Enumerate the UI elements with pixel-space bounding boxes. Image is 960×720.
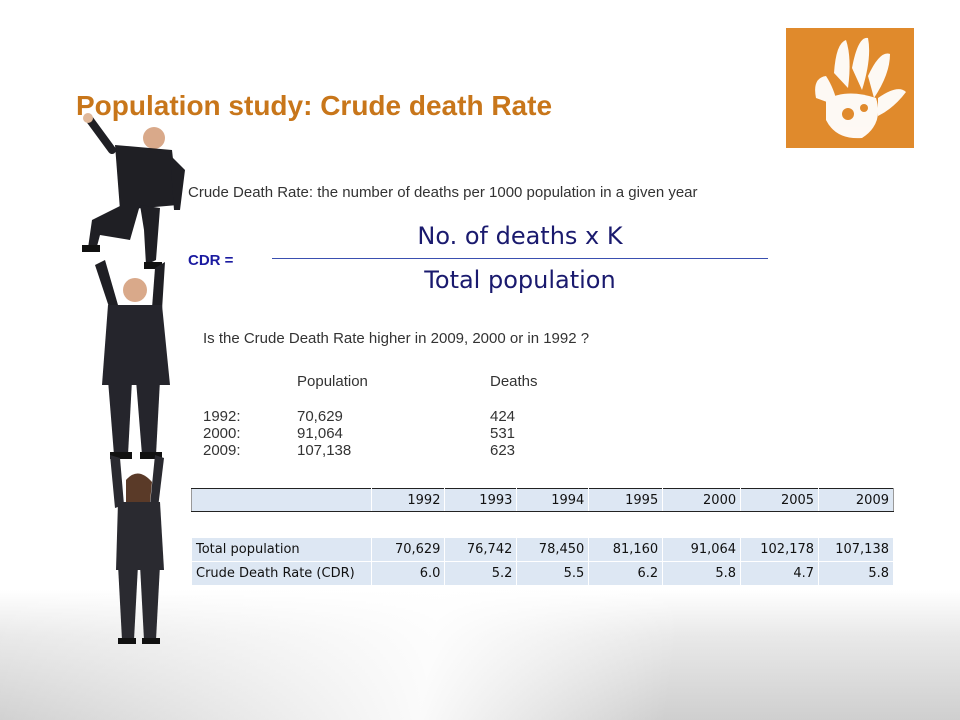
table-cell: 76,742 — [444, 537, 518, 562]
year-header-row: 1992 1993 1994 1995 2000 2005 2009 — [191, 488, 894, 512]
row-deaths: 424 — [490, 408, 516, 425]
table-cell: 5.8 — [818, 561, 894, 586]
row-year: 2009: — [203, 442, 241, 459]
table-row: Crude Death Rate (CDR) 6.0 5.2 5.5 6.2 5… — [191, 561, 894, 586]
table-spacer — [191, 512, 894, 536]
year-header-cell: 2000 — [662, 488, 742, 512]
row-deaths: 623 — [490, 442, 516, 459]
data-table-body: Total population 70,629 76,742 78,450 81… — [191, 537, 894, 586]
fraction-line — [272, 258, 768, 259]
table-cell: 6.0 — [370, 561, 446, 586]
table-cell: 78,450 — [516, 537, 590, 562]
table-cell: 5.8 — [662, 561, 742, 586]
middle-person-figure — [95, 260, 170, 459]
floor-sheen — [0, 590, 960, 720]
table-cell: 70,629 — [370, 537, 446, 562]
table-cell: 4.7 — [740, 561, 820, 586]
row-year: 1992: — [203, 408, 241, 425]
definition-text: Crude Death Rate: the number of deaths p… — [188, 184, 698, 201]
row-year: 2000: — [203, 425, 241, 442]
row-population: 107,138 — [297, 442, 352, 459]
table-cell: 91,064 — [662, 537, 742, 562]
cdr-label: CDR = — [188, 252, 234, 269]
year-header-cell: 2009 — [818, 488, 894, 512]
year-header-cell: 1994 — [516, 488, 590, 512]
year-header-cell: 1993 — [444, 488, 518, 512]
row-label: Crude Death Rate (CDR) — [191, 561, 372, 586]
year-header-cell: 1995 — [588, 488, 664, 512]
row-label: Total population — [191, 537, 372, 562]
data-table-header: 1992 1993 1994 1995 2000 2005 2009 — [191, 488, 894, 512]
top-person-figure — [82, 113, 185, 269]
year-header-cell: 1992 — [370, 488, 446, 512]
deaths-header: Deaths — [490, 373, 538, 390]
table-cell: 102,178 — [740, 537, 820, 562]
bottom-person-figure — [110, 455, 164, 644]
table-cell: 5.2 — [444, 561, 518, 586]
row-population: 91,064 — [297, 425, 343, 442]
year-header-cell: 2005 — [740, 488, 820, 512]
table-cell: 107,138 — [818, 537, 894, 562]
slide-title: Population study: Crude death Rate — [76, 90, 553, 121]
table-row: Total population 70,629 76,742 78,450 81… — [191, 537, 894, 562]
question-text: Is the Crude Death Rate higher in 2009, … — [203, 330, 590, 347]
people-stack-illustration — [82, 113, 185, 644]
formula-denominator: Total population — [424, 266, 616, 294]
population-header: Population — [297, 373, 368, 390]
table-cell: 81,160 — [588, 537, 664, 562]
handprint-icon — [786, 28, 914, 148]
row-deaths: 531 — [490, 425, 516, 442]
header-blank-cell — [191, 488, 372, 512]
table-cell: 6.2 — [588, 561, 664, 586]
table-cell: 5.5 — [516, 561, 590, 586]
row-population: 70,629 — [297, 408, 343, 425]
formula-numerator: No. of deaths x K — [417, 222, 623, 250]
